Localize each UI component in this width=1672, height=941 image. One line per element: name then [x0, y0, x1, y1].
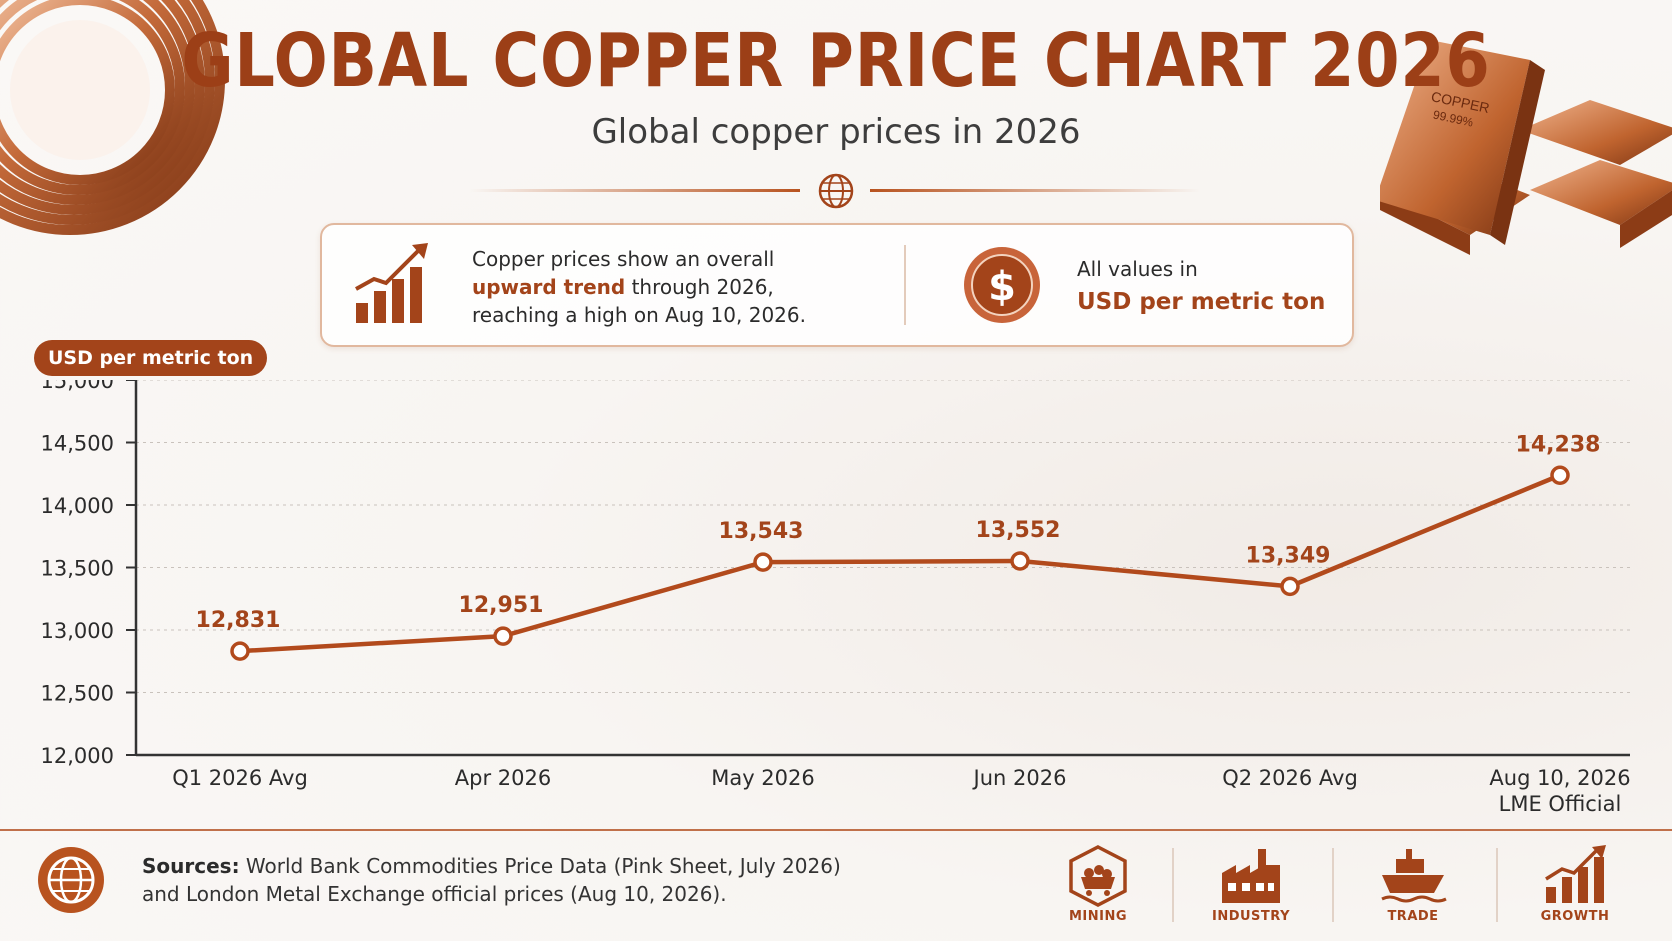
category-mining: MINING	[1043, 845, 1153, 924]
title-divider-left	[470, 189, 800, 192]
category-label-growth: GROWTH	[1540, 909, 1610, 924]
data-point	[230, 641, 250, 661]
trend-highlight: upward trend	[472, 275, 626, 299]
data-label: 12,951	[459, 593, 544, 618]
svg-text:$: $	[988, 264, 1016, 310]
x-tick-label: Jun 2026	[972, 766, 1067, 790]
category-label-mining: MINING	[1068, 909, 1128, 924]
price-line-chart: 15,000 14,500 14,000 13,500 13,000 12,500 12,0…	[41, 380, 1631, 816]
globe-icon	[818, 173, 854, 209]
data-label: 14,238	[1516, 432, 1601, 457]
trend-line2: through 2026,	[625, 275, 774, 299]
trend-line3: reaching a high on Aug 10, 2026.	[472, 303, 806, 327]
data-label: 12,831	[196, 608, 281, 633]
category-divider	[1332, 848, 1334, 922]
dollar-icon: $	[964, 247, 1040, 323]
page-subtitle: Global copper prices in 2026	[591, 112, 1081, 152]
category-divider	[1496, 848, 1498, 922]
globe-footer-icon	[38, 847, 104, 913]
data-label: 13,552	[976, 518, 1061, 543]
y-tick-label: 14,000	[41, 494, 114, 518]
x-tick-label: May 2026	[711, 766, 815, 790]
x-tick-label: Aug 10, 2026	[1489, 766, 1630, 790]
x-tick-label: Q1 2026 Avg	[172, 766, 308, 790]
data-label: 13,543	[719, 519, 804, 544]
category-industry: INDUSTRY	[1196, 845, 1306, 924]
data-point	[1550, 465, 1570, 485]
x-tick-label: LME Official	[1499, 792, 1622, 816]
x-tick-label: Apr 2026	[455, 766, 551, 790]
footer-divider	[0, 829, 1672, 831]
sources-label: Sources:	[142, 854, 240, 878]
y-tick-label: 12,000	[41, 744, 114, 768]
category-growth: GROWTH	[1520, 845, 1630, 924]
sources-line2: and London Metal Exchange official price…	[142, 882, 727, 906]
data-point	[1010, 551, 1030, 571]
title-divider-right	[870, 189, 1200, 192]
category-label-trade: TRADE	[1387, 909, 1439, 924]
info-card: Copper prices show an overall upward tre…	[320, 223, 1354, 347]
category-trade: TRADE	[1358, 845, 1468, 924]
copper-bars-image: COPPER 99.99%	[1380, 40, 1672, 255]
y-tick-label: 12,500	[41, 682, 114, 706]
growth-icon	[1545, 845, 1606, 903]
trend-line1: Copper prices show an overall	[472, 247, 775, 271]
data-point	[753, 552, 773, 572]
price-line	[239, 473, 1561, 654]
y-axis-ticks: 15,000 14,500 14,000 13,500 13,000 12,500 12,0…	[41, 380, 136, 768]
data-point	[493, 626, 513, 646]
sources-line1: World Bank Commodities Price Data (Pink …	[239, 854, 841, 878]
sources-text: Sources: World Bank Commodities Price Da…	[142, 852, 842, 908]
data-label: 13,349	[1246, 543, 1331, 568]
info-divider	[904, 245, 906, 325]
x-tick-label: Q2 2026 Avg	[1222, 766, 1358, 790]
trend-chart-icon	[355, 243, 428, 323]
y-tick-label: 13,500	[41, 557, 114, 581]
data-point	[1280, 576, 1300, 597]
copper-coil-image	[0, 0, 225, 235]
y-tick-label: 14,500	[41, 432, 114, 456]
ship-icon	[1381, 849, 1447, 903]
category-label-industry: INDUSTRY	[1211, 909, 1290, 924]
x-axis-ticks: Q1 2026 Avg Apr 2026 May 2026 Jun 2026 Q2 20…	[172, 766, 1630, 816]
page-title: GLOBAL COPPER PRICE CHART 2026	[181, 18, 1491, 104]
category-divider	[1172, 848, 1174, 922]
price-series: 12,831 12,951 13,543 13,552 13,349 14,238	[196, 432, 1601, 661]
y-unit-badge: USD per metric ton	[34, 340, 268, 376]
y-tick-label: 15,000	[41, 380, 114, 393]
mining-icon	[1069, 845, 1127, 907]
industry-icon	[1222, 849, 1280, 903]
y-tick-label: 13,000	[41, 619, 114, 643]
trend-description: Copper prices show an overall upward tre…	[472, 245, 812, 329]
values-label: All values in	[1077, 257, 1198, 281]
values-unit: USD per metric ton	[1077, 289, 1326, 315]
